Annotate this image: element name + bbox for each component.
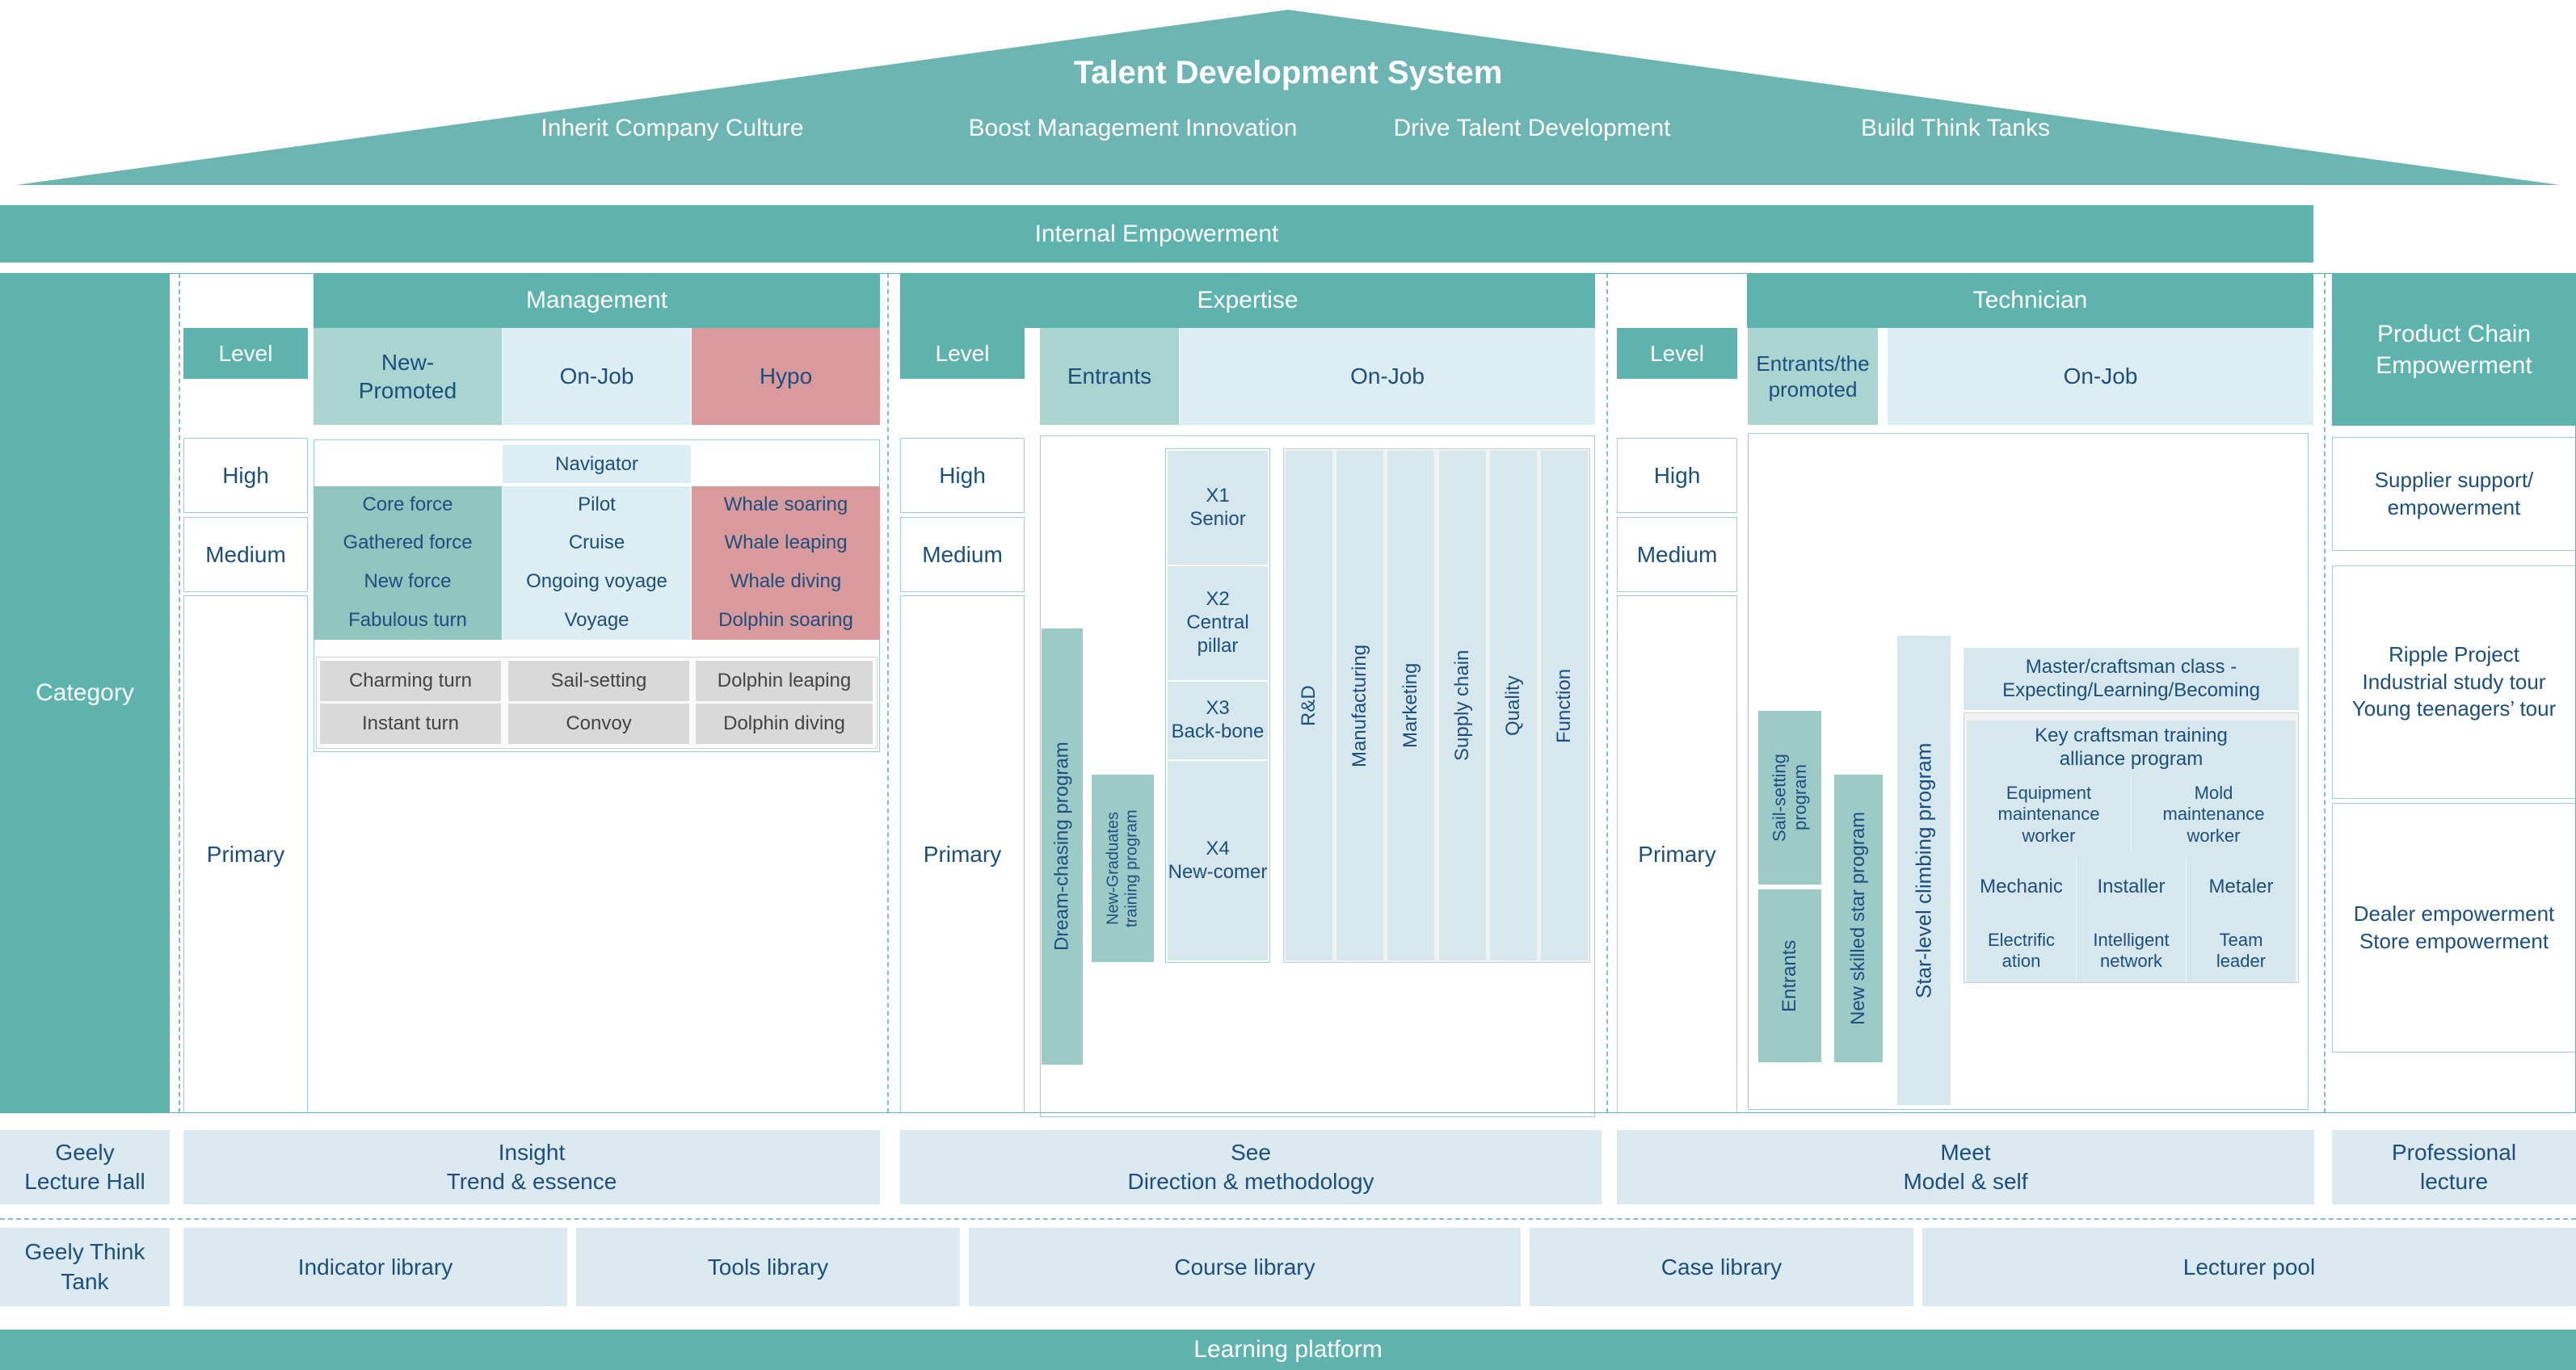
svg-text:Inherit Company Culture: Inherit Company Culture xyxy=(541,115,803,141)
svg-text:Boost Management Innovation: Boost Management Innovation xyxy=(969,115,1298,141)
svg-text:Build Think Tanks: Build Think Tanks xyxy=(1861,115,2050,141)
svg-text:Talent Development System: Talent Development System xyxy=(1074,55,1503,90)
svg-text:Drive Talent Development: Drive Talent Development xyxy=(1394,115,1672,141)
